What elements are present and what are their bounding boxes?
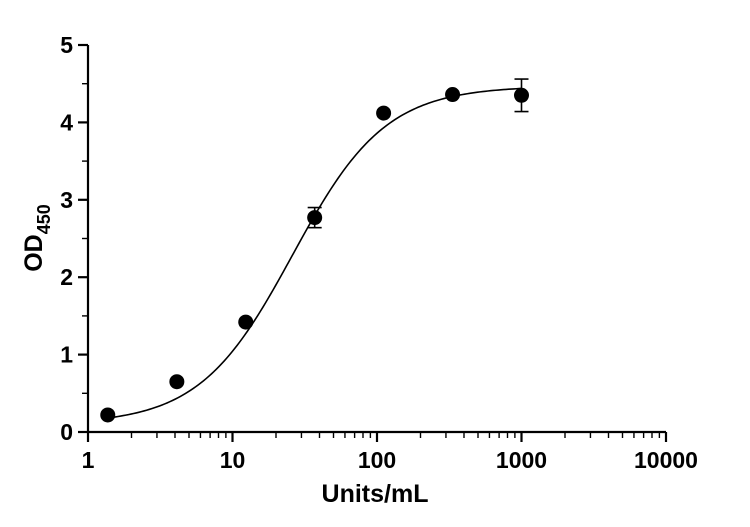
data-points [100,87,529,423]
y-axis-title-main: OD [20,234,48,272]
x-tick-label: 100 [358,447,396,473]
y-tick-label: 5 [60,32,73,58]
y-tick-label: 2 [60,264,73,290]
y-tick-label: 1 [60,342,73,368]
x-tick-label: 10 [220,447,246,473]
data-point [238,314,254,330]
x-tick-label: 10000 [634,447,698,473]
data-point [376,105,392,121]
y-axis-title-subscript: 450 [34,204,54,234]
data-point [307,210,323,226]
x-tick-label: 1000 [496,447,547,473]
y-tick-label: 4 [60,109,73,135]
y-tick-label: 3 [60,187,73,213]
data-point [445,87,461,103]
y-tick-label: 0 [60,419,73,445]
data-point [100,407,116,423]
error-bars [307,78,529,229]
y-axis-title: OD450 [20,204,54,272]
fit-curve [107,87,522,419]
x-tick-label: 1 [82,447,95,473]
data-point [514,87,529,103]
x-axis-title: Units/mL [322,480,429,508]
data-point [169,374,185,390]
